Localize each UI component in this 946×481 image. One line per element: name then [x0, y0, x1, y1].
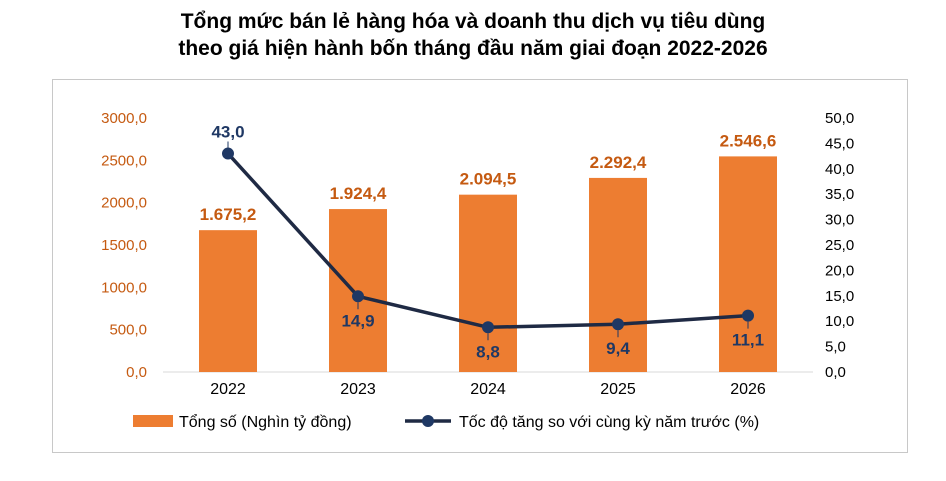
bar: [459, 194, 517, 372]
combo-chart: 0,0 500,0 1000,0 1500,0 2000,0 2500,0 3000,0 0,…: [101, 110, 854, 431]
line-data-label: 43,0: [211, 123, 244, 142]
line-point: [742, 309, 754, 322]
left-axis-tick-label: 2000,0: [101, 195, 147, 212]
bar-data-label: 2.094,5: [460, 170, 517, 189]
right-axis-tick-label: 40,0: [825, 161, 854, 178]
legend-bar-label: Tổng số (Nghìn tỷ đồng): [179, 413, 352, 431]
left-axis-tick-label: 500,0: [109, 322, 147, 339]
right-axis-tick-label: 15,0: [825, 288, 854, 305]
x-axis-tick-label: 2026: [730, 381, 766, 398]
right-axis-tick-label: 50,0: [825, 110, 854, 127]
line-point: [482, 321, 494, 334]
line-data-label: 8,8: [476, 342, 500, 361]
right-axis-tick-label: 0,0: [825, 364, 846, 381]
line-point: [612, 318, 624, 331]
bar: [199, 230, 257, 372]
right-axis-tick-label: 20,0: [825, 262, 854, 279]
left-axis-tick-label: 3000,0: [101, 110, 147, 127]
line-data-label: 14,9: [341, 311, 374, 330]
bar: [589, 177, 647, 372]
right-axis-tick-label: 5,0: [825, 339, 846, 356]
line-data-label: 11,1: [732, 331, 764, 350]
legend-bar-swatch: [133, 415, 173, 427]
bar-data-label: 2.546,6: [720, 131, 777, 150]
x-axis-tick-label: 2022: [210, 381, 246, 398]
chart-area: 0,0 500,0 1000,0 1500,0 2000,0 2500,0 3000,0 0,…: [52, 79, 908, 453]
x-axis-tick-label: 2024: [470, 381, 506, 398]
bar-data-label: 1.924,4: [330, 184, 387, 203]
right-axis-tick-label: 30,0: [825, 212, 854, 229]
legend-line-marker: [422, 415, 434, 427]
left-axis-tick-label: 0,0: [126, 364, 147, 381]
bar-data-label: 2.292,4: [590, 153, 647, 172]
line-data-label: 9,4: [606, 339, 630, 358]
bar: [719, 156, 777, 372]
chart-title-line-2: theo giá hiện hành bốn tháng đầu năm gia…: [178, 37, 768, 60]
line-point: [352, 290, 364, 303]
x-axis-tick-label: 2023: [340, 381, 376, 398]
chart-title-line-1: Tổng mức bán lẻ hàng hóa và doanh thu dị…: [180, 10, 766, 33]
line-point: [222, 147, 234, 160]
right-axis-tick-label: 35,0: [825, 186, 854, 203]
left-axis-tick-label: 1500,0: [101, 237, 147, 254]
left-axis-tick-label: 1000,0: [101, 279, 147, 296]
left-axis-tick-label: 2500,0: [101, 152, 147, 169]
right-axis-tick-label: 25,0: [825, 237, 854, 254]
right-axis-tick-label: 10,0: [825, 313, 854, 330]
legend-line-label: Tốc độ tăng so với cùng kỳ năm trước (%): [459, 414, 759, 431]
chart-title: Tổng mức bán lẻ hàng hóa và doanh thu dị…: [0, 8, 946, 62]
bar-data-label: 1.675,2: [200, 205, 257, 224]
right-axis-tick-label: 45,0: [825, 135, 854, 152]
x-axis-tick-label: 2025: [600, 381, 636, 398]
